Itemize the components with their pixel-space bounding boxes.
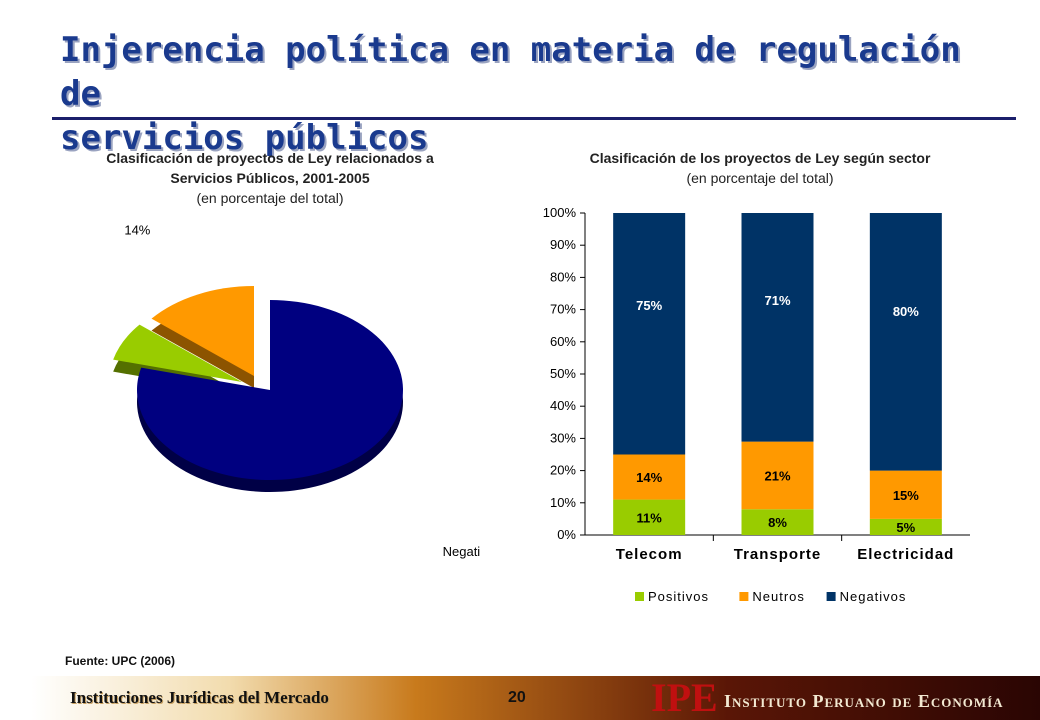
legend-label-neutros: Neutros	[752, 589, 805, 604]
bar-data-label: 15%	[893, 488, 919, 503]
y-tick-label: 20%	[550, 463, 576, 478]
y-tick-label: 50%	[550, 366, 576, 381]
y-tick-label: 90%	[550, 237, 576, 252]
pie-category-label-negativos: Negativos	[443, 544, 480, 559]
legend-label-negativos: Negativos	[840, 589, 907, 604]
bar-segment-negativos-transporte	[741, 213, 814, 442]
page-title: Injerencia política en materia de regula…	[60, 28, 1020, 160]
y-tick-label: 10%	[550, 495, 576, 510]
bar-segment-negativos-telecom	[613, 213, 686, 455]
bar-segment-neutros-transporte	[741, 441, 814, 510]
x-tick-label: Electricidad	[857, 546, 954, 563]
bar-segment-neutros-telecom	[613, 454, 686, 500]
pie-chart-heading: Clasificación de proyectos de Ley relaci…	[60, 148, 480, 208]
x-tick-label: Telecom	[616, 546, 683, 563]
pie-value-label-neutros: 14%	[124, 223, 150, 238]
legend-swatch-neutros	[739, 592, 749, 601]
pie-slice-neutros	[151, 286, 254, 376]
y-tick-label: 70%	[550, 302, 576, 317]
pie-value-label-negativos: 79%	[459, 559, 480, 560]
footer-bar: Instituciones Jurídicas del Mercado 20 I…	[0, 676, 1040, 720]
bar-chart-heading: Clasificación de los proyectos de Ley se…	[515, 148, 1005, 188]
bar-chart-subtitle: (en porcentaje del total)	[686, 170, 834, 186]
y-tick-label: 0%	[557, 527, 576, 542]
bar-data-label: 5%	[896, 520, 915, 535]
bar-segment-positivos-electricidad	[869, 518, 942, 535]
legend-swatch-positivos	[635, 592, 644, 601]
y-tick-label: 30%	[550, 430, 576, 445]
stacked-bar-chart: 0% 10% 20% 30% 40% 50% 60% 70% 80% 90% 100% 11% 14% 7…	[543, 205, 970, 604]
bar-data-label: 11%	[637, 510, 663, 525]
bar-data-label: 21%	[764, 468, 790, 483]
bar-data-label: 75%	[636, 298, 662, 313]
pie-slice-negativos	[137, 300, 403, 480]
bar-segment-neutros-electricidad	[869, 470, 942, 519]
pie-category-label-neutros: Neutros	[115, 220, 161, 223]
pie-chart-title-line-1: Clasificación de proyectos de Ley relaci…	[106, 150, 434, 166]
pie-chart: Negativos79%245 proyectosPositivos7%22 p…	[113, 220, 480, 560]
y-tick-label: 40%	[550, 398, 576, 413]
bar-segment-positivos-transporte	[741, 509, 814, 535]
pie-chart-subtitle: (en porcentaje del total)	[196, 190, 344, 206]
bar-data-label: 8%	[768, 515, 787, 530]
y-tick-label: 60%	[550, 334, 576, 349]
pie-chart-title-line-2: Servicios Públicos, 2001-2005	[170, 170, 370, 186]
bar-segment-negativos-electricidad	[869, 213, 942, 471]
footer-left-text: Instituciones Jurídicas del Mercado	[70, 688, 329, 707]
bar-data-label: 14%	[636, 470, 662, 485]
title-divider	[52, 117, 1016, 120]
y-tick-label: 100%	[543, 205, 577, 220]
legend-swatch-negativos	[826, 592, 836, 601]
pie-slice-positivos	[113, 324, 242, 382]
title-line-1: Injerencia política en materia de regula…	[60, 30, 961, 114]
legend-label-positivos: Positivos	[648, 589, 709, 604]
x-tick-label: Transporte	[734, 546, 822, 563]
bar-segment-positivos-telecom	[613, 499, 686, 535]
institute-name: Instituto Peruano de Economía	[724, 691, 1004, 711]
source-note: Fuente: UPC (2006)	[65, 654, 176, 668]
ipe-logo: IPE	[651, 675, 718, 720]
title-line-2: servicios públicos	[60, 118, 429, 158]
bar-data-label: 80%	[893, 304, 919, 319]
page-number: 20	[508, 689, 526, 706]
bar-chart-title: Clasificación de los proyectos de Ley se…	[589, 150, 931, 166]
y-tick-label: 80%	[550, 269, 576, 284]
bar-data-label: 71%	[764, 293, 790, 308]
